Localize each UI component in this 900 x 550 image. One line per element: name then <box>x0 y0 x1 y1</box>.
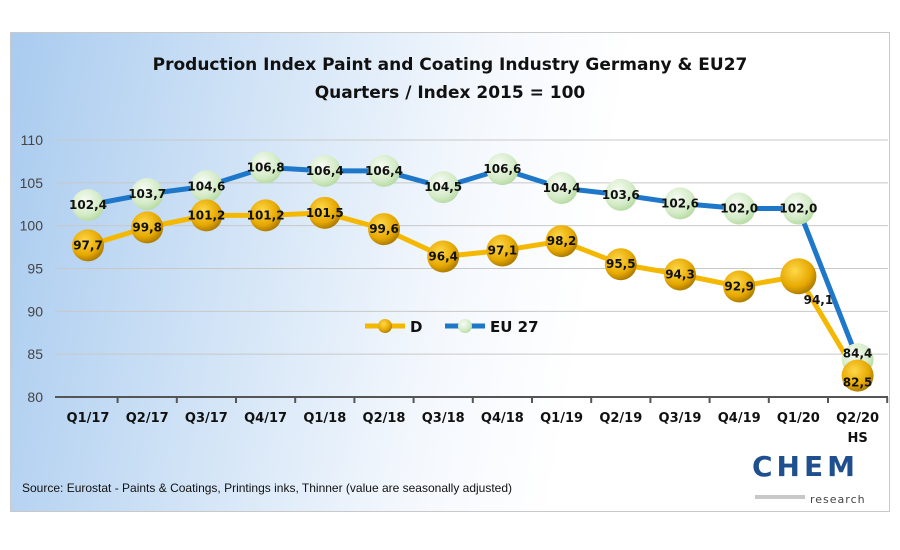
data-label-d: 94,3 <box>665 267 695 281</box>
y-tick-label: 80 <box>27 389 43 405</box>
data-point-eu27 <box>545 171 578 204</box>
x-tick-label: Q1/17 <box>67 411 110 426</box>
data-point-eu27 <box>72 189 104 222</box>
data-label-eu27: 106,8 <box>247 160 285 174</box>
data-label-d: 95,5 <box>606 257 636 271</box>
logo-subtext: research <box>810 493 866 506</box>
x-tick-label: Q1/18 <box>303 411 346 426</box>
x-tick-label: Q2/17 <box>126 411 169 426</box>
data-point-eu27 <box>427 171 460 204</box>
data-point-d <box>190 199 223 232</box>
data-point-eu27 <box>486 153 519 186</box>
x-tick-label: Q1/19 <box>540 411 583 426</box>
data-point-eu27 <box>190 170 223 203</box>
data-label-eu27: 104,4 <box>543 181 581 195</box>
data-point-d <box>664 258 696 291</box>
data-point-d <box>368 213 400 246</box>
data-label-eu27: 84,4 <box>843 346 873 360</box>
data-label-d: 96,4 <box>428 250 458 264</box>
data-label-eu27: 103,6 <box>602 188 640 202</box>
data-point-eu27 <box>664 187 696 220</box>
data-point-d <box>841 359 874 392</box>
legend-label-eu27: EU 27 <box>490 318 539 336</box>
data-label-eu27: 102,4 <box>69 198 107 212</box>
y-tick-label: 90 <box>27 303 43 319</box>
data-label-d: 82,5 <box>843 376 873 390</box>
data-point-d <box>427 240 460 273</box>
data-label-d: 101,5 <box>306 206 344 220</box>
data-point-d <box>486 234 519 267</box>
legend-marker-d <box>378 319 392 333</box>
data-label-eu27: 106,4 <box>306 164 344 178</box>
chem-research-logo: CHEM research <box>752 450 866 506</box>
data-point-d <box>723 270 756 303</box>
data-point-eu27 <box>131 177 164 210</box>
x-tick-label: Q4/17 <box>244 411 287 426</box>
data-label-eu27: 106,4 <box>365 164 403 178</box>
y-tick-label: 95 <box>27 261 43 277</box>
data-label-eu27: 103,7 <box>128 187 166 201</box>
legend-label-d: D <box>410 318 422 336</box>
logo-text: CHEM <box>752 450 859 483</box>
data-point-eu27 <box>604 178 637 211</box>
data-label-d: 98,2 <box>547 234 577 248</box>
data-point-d <box>72 229 104 262</box>
x-tick-label: Q4/18 <box>481 411 524 426</box>
data-label-eu27: 104,6 <box>187 179 225 193</box>
data-label-d: 99,6 <box>369 222 399 236</box>
data-point-d <box>780 258 817 295</box>
data-point-d <box>545 225 578 258</box>
data-label-d: 97,7 <box>73 238 103 252</box>
x-tick-label: Q3/19 <box>659 411 702 426</box>
data-label-d: 97,1 <box>488 244 518 258</box>
x-tick-sublabel: HS <box>847 431 867 446</box>
x-tick-label: Q2/19 <box>599 411 642 426</box>
x-tick-label: Q2/20 <box>836 411 879 426</box>
data-point-d <box>308 196 341 229</box>
x-tick-label: Q2/18 <box>363 411 406 426</box>
x-tick-label: Q3/17 <box>185 411 228 426</box>
x-tick-label: Q1/20 <box>777 411 820 426</box>
data-label-eu27: 104,5 <box>424 180 462 194</box>
data-label-eu27: 102,6 <box>661 196 699 210</box>
legend: D EU 27 <box>365 318 539 336</box>
data-point-eu27 <box>249 151 282 184</box>
data-point-eu27 <box>723 192 756 225</box>
data-point-d <box>249 199 282 232</box>
data-label-eu27: 102,0 <box>779 202 817 216</box>
y-tick-label: 110 <box>21 132 44 148</box>
data-label-d: 101,2 <box>187 208 225 222</box>
y-tick-label: 100 <box>20 218 44 234</box>
data-point-eu27 <box>782 192 815 225</box>
source-note: Source: Eurostat - Paints & Coatings, Pr… <box>22 481 512 495</box>
data-point-eu27 <box>368 154 400 187</box>
data-point-d <box>131 211 164 244</box>
logo-bar <box>755 495 805 499</box>
data-point-d <box>604 248 637 281</box>
data-label-d: 99,8 <box>132 220 162 234</box>
chart-subtitle: Quarters / Index 2015 = 100 <box>315 83 586 103</box>
y-tick-label: 105 <box>20 175 44 191</box>
data-point-eu27 <box>308 154 341 187</box>
x-tick-label: Q4/19 <box>718 411 761 426</box>
chart-title: Production Index Paint and Coating Indus… <box>153 55 748 75</box>
data-label-eu27: 106,6 <box>483 162 521 176</box>
data-label-d: 94,1 <box>804 293 834 307</box>
data-label-d: 92,9 <box>724 279 754 293</box>
y-tick-label: 85 <box>27 346 43 362</box>
x-tick-label: Q3/18 <box>422 411 465 426</box>
data-label-d: 101,2 <box>247 208 285 222</box>
data-label-eu27: 102,0 <box>720 202 758 216</box>
legend-marker-eu27 <box>458 319 472 333</box>
